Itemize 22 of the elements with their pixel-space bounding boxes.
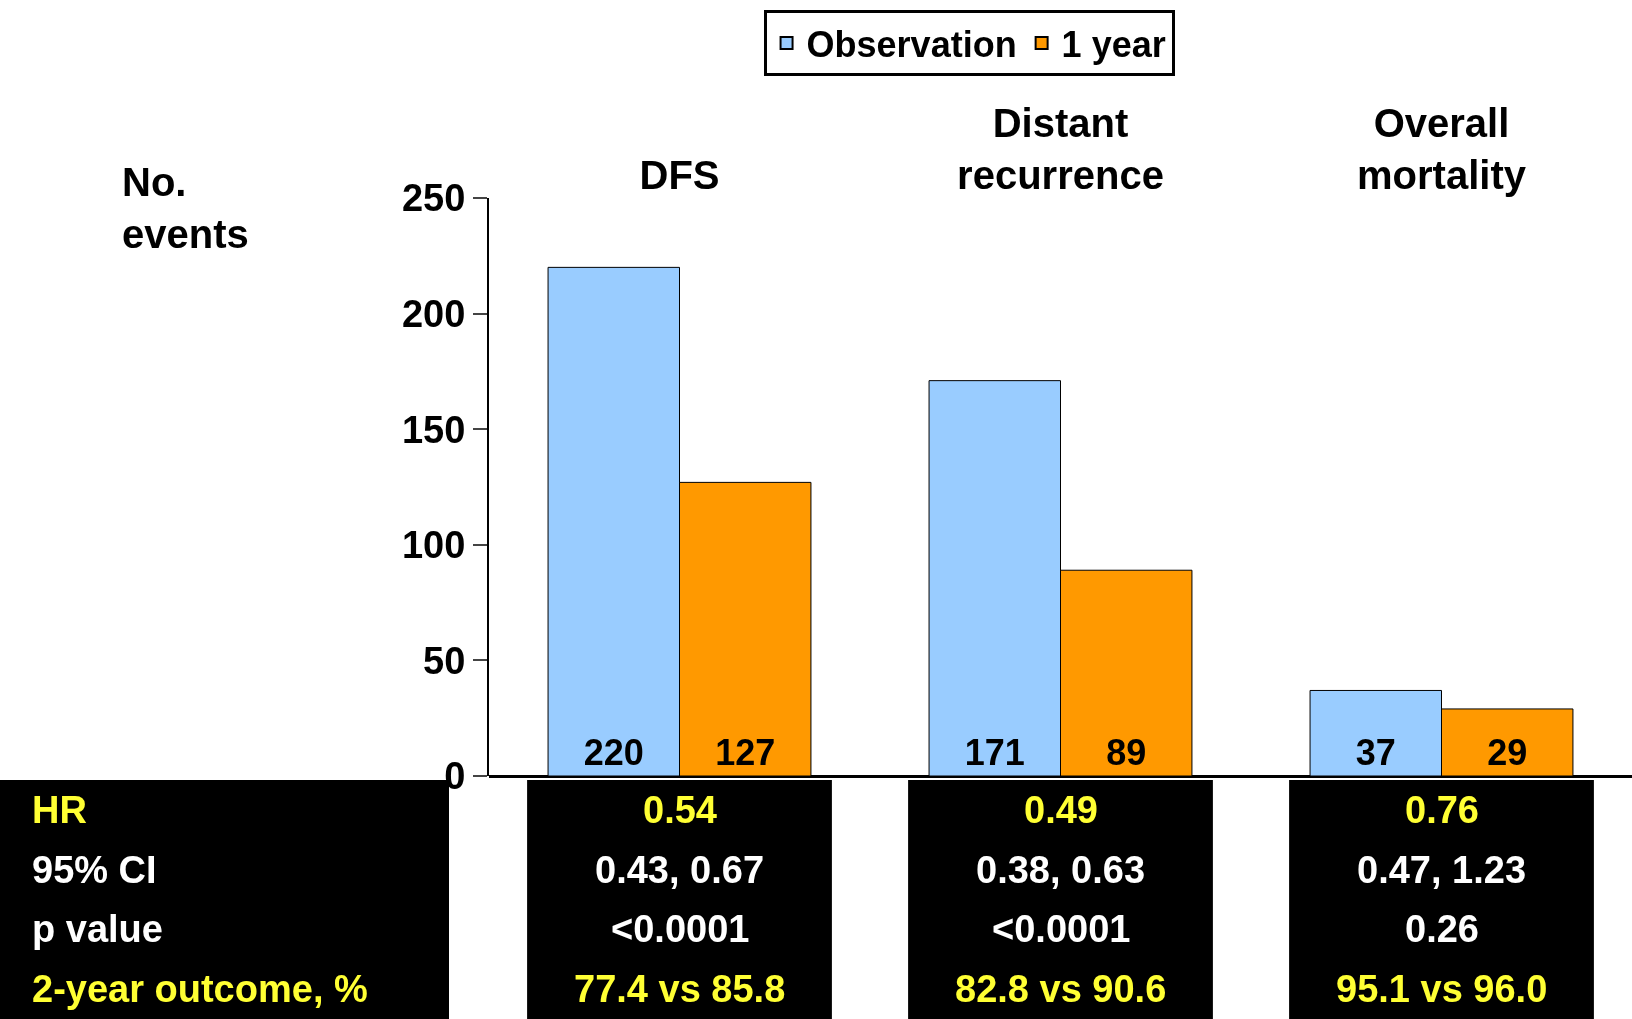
x-tick-label: Distant recurrence [957, 101, 1164, 197]
data-label: 127 [715, 732, 776, 773]
data-label: 220 [583, 732, 644, 773]
legend-label: 1 year [1061, 23, 1166, 65]
data-label: 171 [964, 732, 1025, 773]
y-tick-label: 100 [401, 524, 466, 567]
data-label: 29 [1487, 732, 1528, 773]
text: 0.76 0.47, 1.23 0.26 95.1 vs 96.0 [1336, 789, 1548, 1010]
text: HR 95% CI p value 2-year outcome, % [32, 789, 368, 1010]
legend-label: Observation [806, 23, 1017, 65]
y-tick-label: 250 [401, 177, 466, 220]
text: 0.49 0.38, 0.63 <0.0001 82.8 vs 90.6 [955, 789, 1167, 1010]
y-tick-label: 200 [401, 292, 466, 335]
y-tick-label: 50 [423, 639, 466, 682]
y-tick-label: 150 [401, 408, 466, 451]
text: 0.54 0.43, 0.67 <0.0001 77.4 vs 85.8 [574, 789, 786, 1010]
data-label: 37 [1355, 732, 1396, 773]
x-tick-label: Overall mortality [1357, 101, 1527, 197]
x-tick-label: DFS [639, 153, 720, 197]
y-tick-label: 0 [444, 755, 466, 798]
y-axis-title: No. events [122, 160, 249, 256]
data-label: 89 [1106, 732, 1147, 773]
